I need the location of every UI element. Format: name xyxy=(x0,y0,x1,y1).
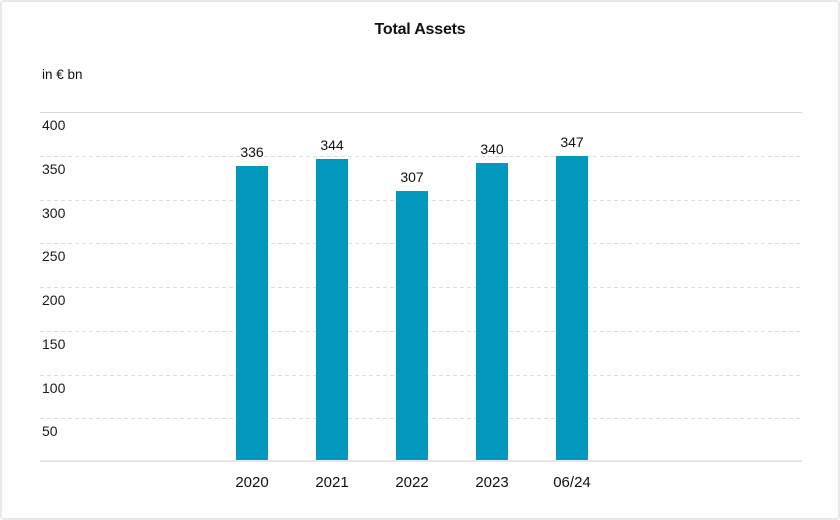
y-tick-label: 200 xyxy=(42,292,66,308)
x-category-label: 2020 xyxy=(235,474,269,491)
y-tick-label: 50 xyxy=(42,423,58,440)
bar-value-label: 347 xyxy=(560,134,584,151)
bar-value-label: 344 xyxy=(320,137,344,153)
y-tick-label: 100 xyxy=(42,379,66,396)
bar xyxy=(396,191,428,460)
y-tick-label: 150 xyxy=(42,335,66,352)
y-tick-label: 300 xyxy=(42,204,66,221)
gridline xyxy=(40,155,802,157)
bar-value-label: 307 xyxy=(400,169,424,186)
plot-area: 50 100 150 200 250 300 350 400 336 344 307 340 347 xyxy=(40,112,802,462)
bar-value-label: 340 xyxy=(480,140,504,157)
bar xyxy=(476,162,508,460)
chart-title: Total Assets xyxy=(374,21,466,38)
y-tick-label: 350 xyxy=(42,160,66,177)
y-tick-label: 250 xyxy=(42,248,66,265)
x-category-label: 2023 xyxy=(475,474,509,491)
bar-value-label: 336 xyxy=(240,144,264,160)
bar xyxy=(316,159,348,460)
x-axis-labels: 2020 2021 2022 2023 06/24 xyxy=(2,475,838,495)
unit-label: in € bn xyxy=(42,67,83,82)
gridline xyxy=(40,112,802,113)
x-category-label: 2021 xyxy=(315,474,349,491)
x-category-label: 2022 xyxy=(395,474,429,491)
y-tick-label: 400 xyxy=(42,117,66,133)
bar xyxy=(556,156,588,460)
bar xyxy=(236,166,268,460)
x-category-label: 06/24 xyxy=(553,474,591,491)
